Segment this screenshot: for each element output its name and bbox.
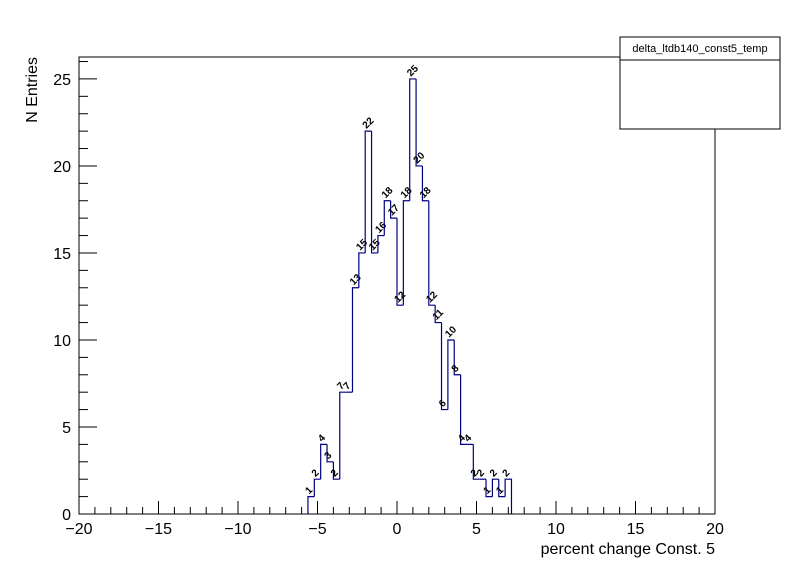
y-tick-label: 10	[53, 333, 71, 350]
x-tick-label: −20	[65, 521, 92, 538]
histogram-bin	[472, 444, 480, 480]
x-tick-label: 20	[706, 521, 724, 538]
histogram-bin	[313, 478, 321, 497]
histogram-bin	[383, 200, 391, 236]
y-axis-title: N Entries	[24, 57, 41, 123]
histogram-bin	[498, 479, 506, 498]
x-tick-label: 5	[472, 521, 481, 538]
histogram-bin	[409, 78, 417, 201]
histogram-bin	[332, 461, 340, 480]
x-tick-label: −10	[224, 521, 251, 538]
x-tick-label: −15	[145, 521, 172, 538]
y-tick-label: 0	[62, 507, 71, 524]
x-tick-label: 0	[393, 521, 402, 538]
histogram-bin	[453, 339, 461, 376]
histogram-bin	[370, 131, 378, 254]
histogram-bin	[428, 200, 436, 306]
histogram-bin	[421, 165, 429, 202]
histogram-bin	[415, 78, 423, 167]
histogram-bin	[358, 252, 366, 288]
histogram-bin	[460, 374, 467, 445]
histogram-bin	[339, 391, 347, 480]
histogram-bin	[364, 130, 372, 253]
y-tick-label: 5	[62, 420, 71, 437]
x-axis-title: percent change Const. 5	[541, 541, 715, 558]
histogram-bin	[326, 444, 334, 463]
x-tick-label: −5	[308, 521, 326, 538]
histogram-bin	[447, 339, 455, 410]
histogram-bin	[504, 478, 513, 514]
x-tick-label: 10	[547, 521, 565, 538]
histogram-bin	[377, 234, 385, 253]
histogram-bin	[440, 322, 448, 411]
histogram-bin	[434, 305, 442, 324]
y-tick-label: 15	[53, 246, 71, 263]
histogram-bin	[491, 478, 499, 497]
histogram-bin	[320, 443, 328, 480]
stats-box: delta_ltdb140_const5_temp	[619, 36, 781, 130]
y-tick-label: 20	[53, 159, 71, 176]
stats-frame	[619, 36, 781, 130]
histogram-bin	[307, 495, 315, 514]
x-tick-label: 15	[627, 521, 645, 538]
stats-title: delta_ltdb140_const5_temp	[632, 43, 767, 55]
histogram-bin	[351, 287, 359, 393]
y-tick-label: 25	[53, 72, 71, 89]
histogram-bin	[402, 200, 410, 306]
histogram-bin	[485, 479, 493, 498]
histogram-bin	[390, 200, 397, 219]
histogram-bin	[396, 218, 404, 306]
